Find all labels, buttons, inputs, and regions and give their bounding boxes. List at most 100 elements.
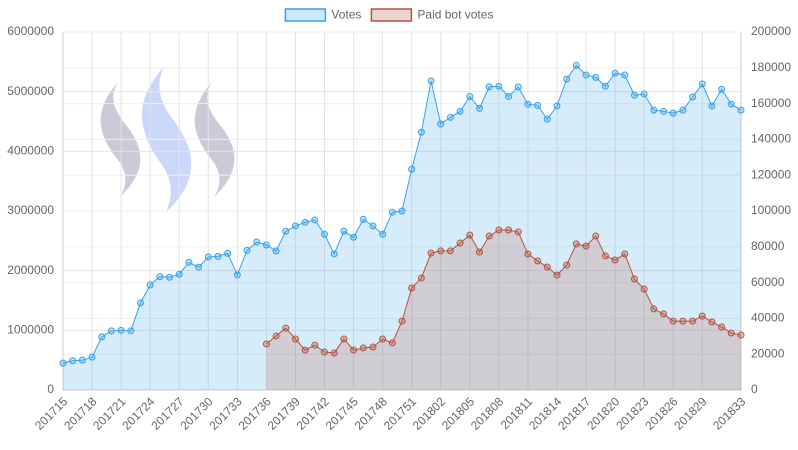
point <box>572 240 580 248</box>
legend-label: Paid bot votes <box>417 8 493 22</box>
point <box>253 238 261 246</box>
point <box>446 247 454 255</box>
point <box>708 318 716 326</box>
point <box>127 327 135 335</box>
point <box>524 250 532 258</box>
y2-tick-label: 40000 <box>751 311 785 325</box>
point <box>437 120 445 128</box>
point <box>175 270 183 278</box>
point <box>427 77 435 85</box>
point <box>350 346 358 354</box>
y-tick-label: 6000000 <box>7 24 54 38</box>
point <box>621 71 629 79</box>
point <box>282 324 290 332</box>
point <box>388 208 396 216</box>
point <box>330 250 338 258</box>
point <box>330 349 338 357</box>
point <box>727 329 735 337</box>
point <box>679 106 687 114</box>
point <box>59 359 67 367</box>
point <box>214 252 222 260</box>
point <box>582 71 590 79</box>
point <box>107 327 115 335</box>
y2-tick-label: 120000 <box>751 167 791 181</box>
y-tick-label: 0 <box>47 382 54 396</box>
point <box>505 226 513 234</box>
point <box>243 246 251 254</box>
point <box>601 252 609 260</box>
point <box>553 271 561 279</box>
point <box>69 357 77 365</box>
point <box>262 241 270 249</box>
point <box>698 312 706 320</box>
point <box>543 115 551 123</box>
point <box>417 274 425 282</box>
point <box>495 82 503 90</box>
point <box>408 284 416 292</box>
point <box>388 339 396 347</box>
y-tick-label: 4000000 <box>7 144 54 158</box>
point <box>611 256 619 264</box>
point <box>524 100 532 108</box>
point <box>398 207 406 215</box>
point <box>311 341 319 349</box>
y2-tick-label: 100000 <box>751 203 791 217</box>
point <box>301 346 309 354</box>
x-tick-label: 201808 <box>468 394 506 432</box>
point <box>321 230 329 238</box>
point <box>475 248 483 256</box>
point <box>514 228 522 236</box>
point <box>514 83 522 91</box>
point <box>195 263 203 271</box>
point <box>475 104 483 112</box>
point <box>233 271 241 279</box>
point <box>456 107 464 115</box>
point <box>534 257 542 265</box>
y2-tick-label: 60000 <box>751 275 785 289</box>
legend-swatch <box>370 8 413 22</box>
point <box>553 102 561 110</box>
point <box>379 230 387 238</box>
point <box>572 61 580 69</box>
y2-tick-label: 160000 <box>751 96 791 110</box>
point <box>621 250 629 258</box>
point <box>136 299 144 307</box>
point <box>485 83 493 91</box>
point <box>408 165 416 173</box>
point <box>204 253 212 261</box>
point <box>650 106 658 114</box>
point <box>262 340 270 348</box>
point <box>224 249 232 257</box>
y2-tick-label: 180000 <box>751 60 791 74</box>
line <box>266 229 742 354</box>
legend: Votes Paid bot votes <box>284 8 493 22</box>
y-tick-label: 5000000 <box>7 84 54 98</box>
y2-tick-label: 0 <box>751 382 758 396</box>
point <box>185 258 193 266</box>
point <box>369 343 377 351</box>
point <box>601 82 609 90</box>
point <box>117 326 125 334</box>
y2-tick-label: 20000 <box>751 346 785 360</box>
y2-tick-label: 200000 <box>751 24 791 38</box>
point <box>272 247 280 255</box>
point <box>466 231 474 239</box>
point <box>485 232 493 240</box>
point <box>446 113 454 121</box>
x-tick-label: 201833 <box>710 394 748 432</box>
point <box>156 273 164 281</box>
point <box>679 317 687 325</box>
point <box>282 227 290 235</box>
point <box>166 273 174 281</box>
point <box>611 69 619 77</box>
point <box>640 90 648 98</box>
point <box>398 317 406 325</box>
point <box>592 232 600 240</box>
point <box>727 100 735 108</box>
point <box>640 285 648 293</box>
point <box>379 335 387 343</box>
point <box>427 249 435 257</box>
point <box>301 218 309 226</box>
point <box>592 73 600 81</box>
point <box>718 323 726 331</box>
